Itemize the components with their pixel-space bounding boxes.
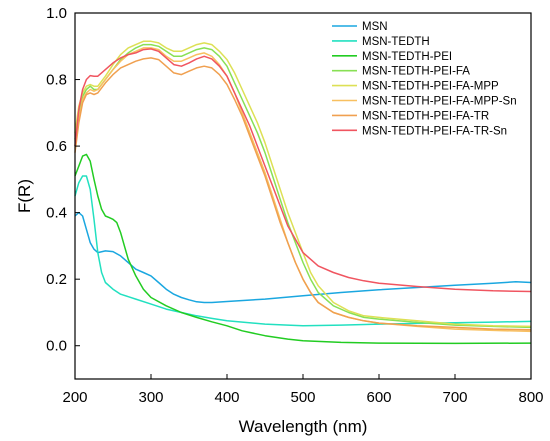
legend: MSN MSN-TEDTH MSN-TEDTH-PEI MSN-TEDTH-PEI-F… <box>332 21 517 137</box>
legend-label: MSN-TEDTH-PEI-FA <box>362 66 470 78</box>
axis-layer: 200 300 400 500 600 700 800 0.0 0.2 0.4 0.6 0.8 1.0 <box>46 5 543 406</box>
series-line-5 <box>74 40 532 328</box>
y-tick-label: 0.8 <box>46 72 67 89</box>
y-tick-label: 0.6 <box>46 138 67 155</box>
legend-label: MSN-TEDTH-PEI-FA-MPP-Sn <box>362 96 517 108</box>
x-tick-label: 600 <box>366 389 391 406</box>
x-tick-label: 200 <box>62 389 87 406</box>
x-tick-label: 400 <box>214 389 239 406</box>
series-line-2 <box>74 175 532 327</box>
series-line-3 <box>74 153 532 345</box>
y-tick-label: 0.0 <box>46 338 67 355</box>
legend-label: MSN-TEDTH-PEI-FA-TR <box>362 110 489 122</box>
y-tick-label: 0.2 <box>46 271 67 288</box>
x-axis-title: Wavelength (nm) <box>239 417 368 436</box>
legend-label: MSN <box>362 21 388 33</box>
y-axis-title: F(R) <box>15 179 34 213</box>
x-tick-label: 300 <box>138 389 163 406</box>
x-tick-label: 500 <box>290 389 315 406</box>
legend-label: MSN-TEDTH-PEI-FA-TR-Sn <box>362 125 507 137</box>
x-tick-label: 700 <box>442 389 467 406</box>
series-line-1 <box>74 211 532 304</box>
x-tick-label: 800 <box>518 389 543 406</box>
legend-label: MSN-TEDTH <box>362 36 430 48</box>
y-tick-label: 1.0 <box>46 5 67 22</box>
legend-label: MSN-TEDTH-PEI <box>362 51 452 63</box>
y-tick-label: 0.4 <box>46 205 67 222</box>
legend-label: MSN-TEDTH-PEI-FA-MPP <box>362 81 499 93</box>
series-line-7 <box>74 57 532 331</box>
plot-series-layer <box>74 40 532 345</box>
series-line-8 <box>74 48 532 293</box>
